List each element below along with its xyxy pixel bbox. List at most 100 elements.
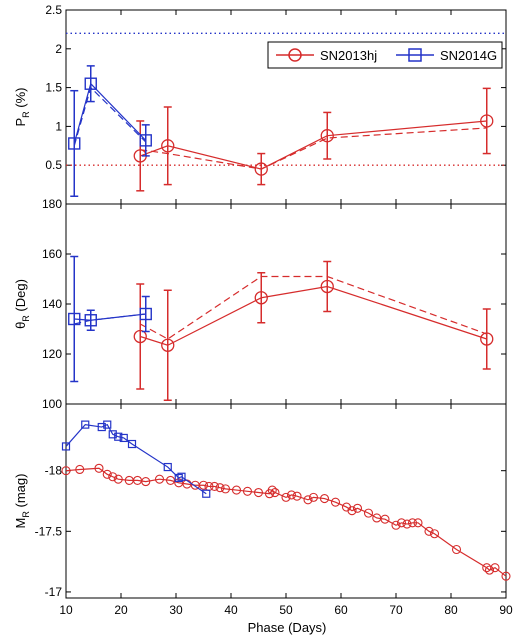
data-point-sn2014g (84, 314, 97, 327)
data-point-sn2013hj (281, 492, 291, 502)
data-point-sn2013hj (94, 463, 104, 473)
data-point-sn2013hj (451, 544, 462, 555)
data-point-sn2014g (163, 462, 172, 472)
data-point-sn2013hj (347, 506, 357, 516)
data-point-sn2014g (177, 472, 186, 481)
data-point-sn2014g (139, 307, 152, 321)
data-point-sn2013hj (319, 494, 330, 504)
data-point-sn2013hj (490, 563, 500, 573)
x-tick-label: 40 (224, 603, 238, 617)
data-point-sn2013hj (254, 162, 268, 176)
data-point-sn2013hj (141, 477, 151, 487)
data-point-sn2013hj (113, 474, 123, 484)
x-tick-label: 50 (279, 603, 293, 617)
data-point-sn2013hj (198, 480, 209, 490)
data-point-sn2013hj (320, 279, 334, 294)
legend-label-sn2014g: SN2014G (440, 48, 497, 63)
y-tick-label: 2 (55, 42, 62, 56)
series-sn2014g-dashed-line (73, 86, 147, 146)
data-point-sn2013hj (303, 495, 313, 505)
legend-label-sn2013hj: SN2013hj (320, 48, 377, 63)
data-point-sn2013hj (308, 492, 319, 502)
panels: 0.5 1 1.5 2 2.5 PR (%) 100 120 140 160 180 θR (Deg)… (13, 3, 513, 617)
data-point-sn2013hj (253, 487, 264, 498)
data-point-sn2013hj (102, 469, 112, 479)
y-tick-label: 140 (42, 297, 62, 311)
data-point-sn2013hj (267, 485, 277, 495)
panel-1: 0.5 1 1.5 2 2.5 PR (%) (13, 3, 507, 205)
series-sn2013hj-dashed-line (140, 127, 487, 170)
data-point-sn2013hj (154, 474, 165, 484)
data-point-sn2013hj (220, 484, 231, 494)
data-point-sn2013hj (380, 514, 390, 524)
y-tick-label: 1.5 (45, 81, 62, 95)
data-point-sn2013hj (242, 486, 253, 496)
panel-frame (65, 203, 507, 405)
data-point-sn2013hj (424, 526, 434, 536)
data-point-sn2013hj (396, 518, 407, 528)
data-point-sn2014g (114, 432, 123, 441)
data-point-sn2013hj (286, 490, 297, 500)
x-axis-label: Phase (Days) (248, 620, 327, 635)
legend-marker-sn2014g (408, 48, 422, 62)
data-point-sn2013hj (215, 483, 225, 493)
legend: SN2013hj SN2014G (267, 41, 503, 69)
y-tick-label: 180 (42, 197, 62, 211)
data-point-sn2013hj (330, 497, 341, 507)
data-point-sn2014g (202, 489, 211, 498)
x-tick-label: 10 (59, 603, 73, 617)
data-point-sn2014g (108, 430, 117, 439)
data-point-sn2013hj (165, 475, 176, 485)
data-point-sn2014g (68, 137, 81, 150)
data-point-sn2013hj (429, 529, 440, 539)
data-point-sn2013hj (292, 491, 302, 501)
y-tick-label: 1 (55, 119, 62, 133)
data-point-sn2013hj (133, 329, 147, 344)
data-point-sn2014g (139, 134, 152, 147)
data-point-sn2013hj (363, 508, 374, 518)
y-tick-label: 100 (42, 397, 62, 411)
data-point-sn2013hj (108, 472, 118, 482)
y-tick-label: 160 (42, 247, 62, 261)
y-tick-label: 120 (42, 347, 62, 361)
data-point-sn2013hj (413, 518, 423, 528)
data-point-sn2013hj (209, 481, 220, 492)
x-tick-label: 70 (389, 603, 403, 617)
panel-frame (65, 9, 507, 205)
series-sn2014g-line (73, 82, 147, 144)
data-point-sn2013hj (231, 485, 242, 495)
data-point-sn2013hj (480, 114, 494, 128)
y-tick-label: 0.5 (45, 158, 62, 172)
panel-3: -17 -17.5 -18 MR (mag) (13, 403, 511, 599)
data-point-sn2013hj (480, 332, 494, 346)
data-point-sn2014g (119, 433, 128, 443)
y-tick-label: -18 (45, 464, 63, 478)
y-axis-label: PR (%) (13, 87, 31, 126)
data-point-sn2013hj (254, 291, 268, 305)
x-tick-label: 80 (444, 603, 458, 617)
data-point-sn2013hj (75, 464, 85, 475)
data-point-sn2014g (174, 473, 183, 483)
series-sn2013hj-dashed-line (139, 275, 487, 340)
data-point-sn2014g (68, 312, 81, 326)
y-axis-label: θR (Deg) (13, 279, 31, 329)
data-point-sn2014g (103, 420, 112, 429)
data-point-sn2013hj (161, 139, 175, 153)
data-point-sn2013hj (270, 487, 280, 498)
y-tick-label: -17.5 (35, 524, 63, 538)
series-sn2013hj-line (65, 467, 507, 577)
x-tick-label: 30 (169, 603, 183, 617)
y-axis-label: MR (mag) (13, 474, 31, 529)
data-point-sn2013hj (161, 338, 175, 352)
data-point-sn2014g (97, 422, 106, 432)
data-point-sn2014g (127, 439, 137, 449)
data-point-sn2013hj (391, 520, 401, 530)
x-tick-label: 20 (114, 603, 128, 617)
data-point-sn2014g (84, 77, 97, 90)
data-point-sn2013hj (484, 565, 495, 575)
legend-marker-sn2013hj (288, 48, 302, 62)
data-point-sn2014g (61, 442, 71, 451)
y-tick-label: -17 (45, 585, 63, 599)
data-point-sn2013hj (402, 519, 412, 529)
